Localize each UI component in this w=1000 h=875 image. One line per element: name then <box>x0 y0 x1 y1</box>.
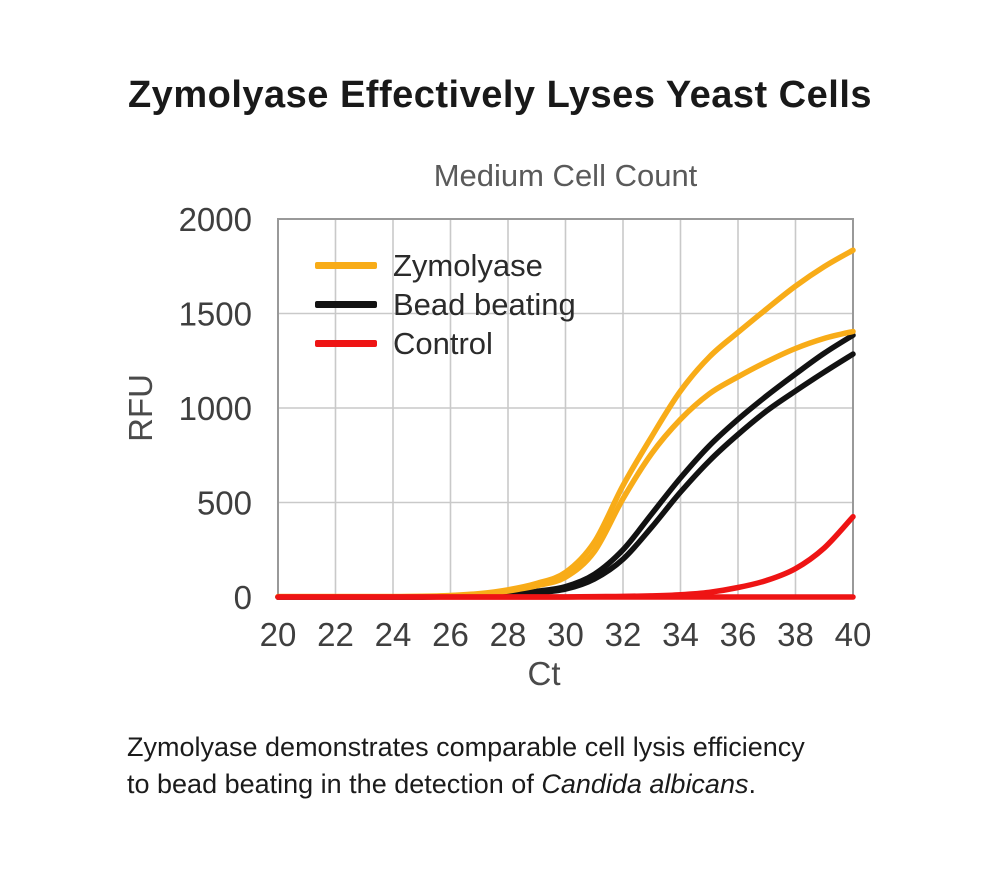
zymolyase-line-swatch <box>315 262 377 269</box>
figure-caption: Zymolyase demonstrates comparable cell l… <box>127 729 927 803</box>
legend-label-bead-beating: Bead beating <box>393 287 576 322</box>
x-tick-label-30: 30 <box>547 616 584 653</box>
caption-species-name: Candida albicans <box>541 769 749 799</box>
y-tick-label-1000: 1000 <box>179 390 252 427</box>
chart-title: Medium Cell Count <box>433 158 698 193</box>
x-tick-label-38: 38 <box>777 616 814 653</box>
x-tick-label-36: 36 <box>720 616 757 653</box>
legend-label-control: Control <box>393 326 493 361</box>
page-title: Zymolyase Effectively Lyses Yeast Cells <box>127 74 873 116</box>
caption-line-1: Zymolyase demonstrates comparable cell l… <box>127 732 805 762</box>
y-tick-label-0: 0 <box>234 579 252 616</box>
x-tick-label-24: 24 <box>375 616 412 653</box>
caption-line-2: to bead beating in the detection of Cand… <box>127 766 927 803</box>
bead-beating-line-swatch <box>315 301 377 308</box>
x-tick-label-22: 22 <box>317 616 354 653</box>
legend-label-zymolyase: Zymolyase <box>393 248 543 283</box>
y-tick-label-500: 500 <box>197 484 252 521</box>
y-tick-label-1500: 1500 <box>179 295 252 332</box>
x-tick-label-32: 32 <box>605 616 642 653</box>
x-tick-label-20: 20 <box>260 616 297 653</box>
y-tick-label-2000: 2000 <box>179 201 252 238</box>
legend-row-control: Control <box>315 324 576 363</box>
legend-row-zymolyase: Zymolyase <box>315 246 576 285</box>
x-axis-label: Ct <box>528 655 561 692</box>
chart-legend: Zymolyase Bead beating Control <box>315 246 576 363</box>
caption-line-2-text: to bead beating in the detection of <box>127 769 542 799</box>
caption-period: . <box>748 769 756 799</box>
legend-row-bead-beating: Bead beating <box>315 285 576 324</box>
y-axis-label: RFU <box>122 374 159 442</box>
x-tick-label-40: 40 <box>835 616 872 653</box>
control-line-swatch <box>315 340 377 347</box>
x-tick-label-26: 26 <box>432 616 469 653</box>
x-tick-label-28: 28 <box>490 616 527 653</box>
x-tick-label-34: 34 <box>662 616 699 653</box>
